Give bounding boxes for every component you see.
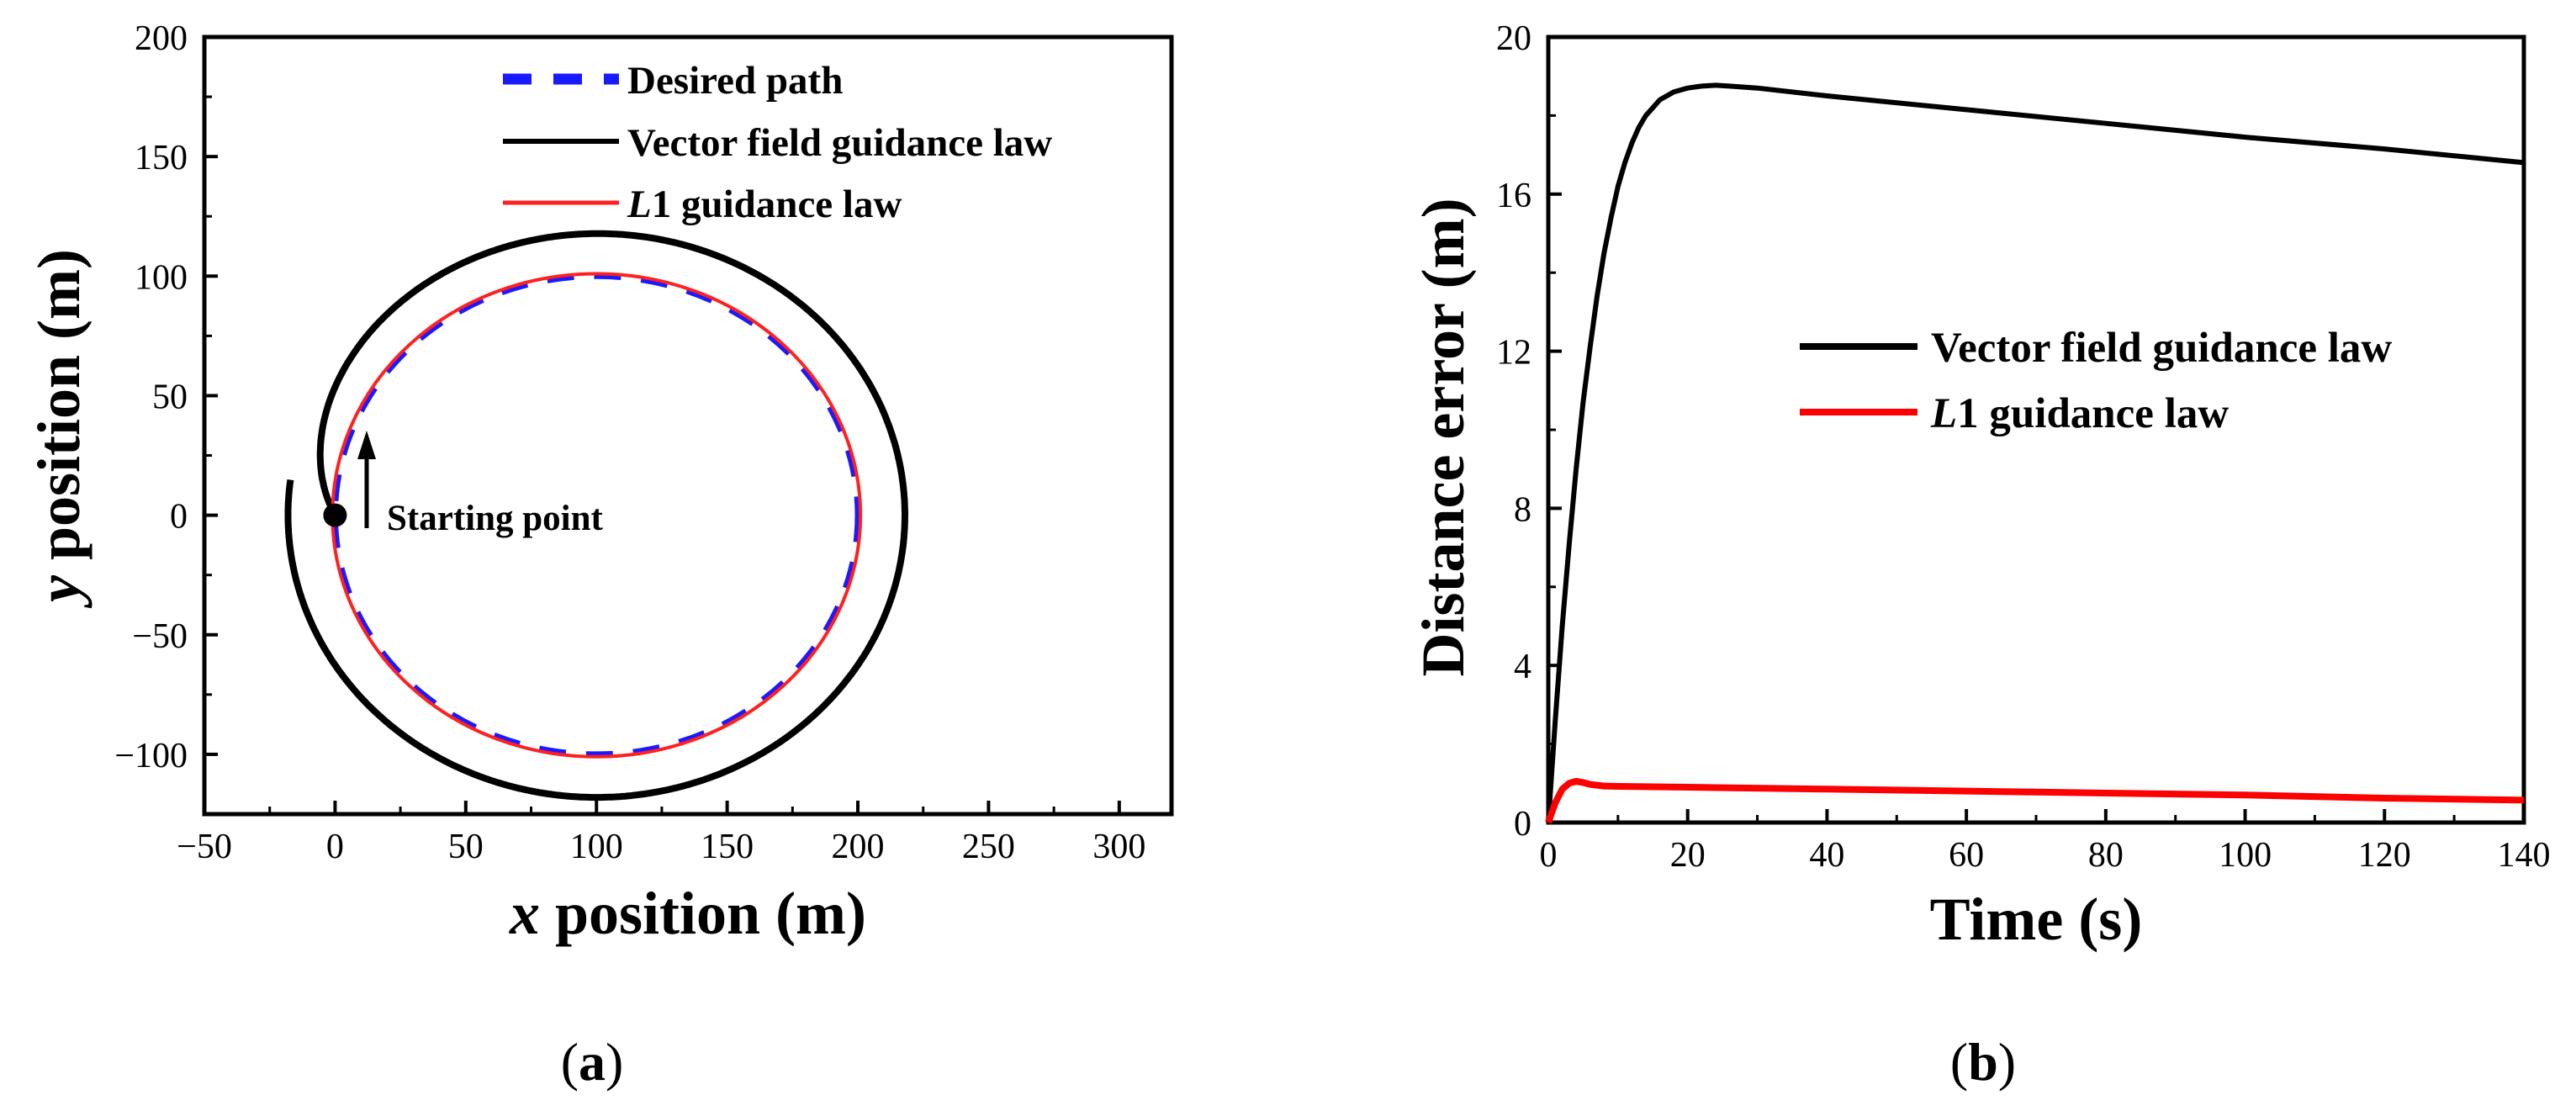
x-tick-label: 50: [448, 828, 484, 866]
panel-b-y-axis-label: Distance error (m): [1410, 198, 1477, 676]
y-tick-label: 50: [152, 378, 188, 416]
panel-b-x-axis-label: Time (s): [1930, 886, 2143, 953]
x-tick-label: 140: [2498, 836, 2551, 875]
panel-a-caption-text: (: [561, 1032, 579, 1092]
panel-a-tick-labels: −50 0 50 100 150 200 250 300 −100 −50 0 50 100 150 200: [114, 19, 1145, 866]
x-tick-label: 100: [2219, 836, 2272, 875]
annotation-starting-point: Starting point: [387, 499, 604, 538]
y-tick-label: −50: [132, 617, 188, 656]
x-axis-variable: x: [509, 880, 540, 947]
y-tick-label: 0: [170, 498, 188, 537]
series-l1-error: [1545, 778, 2525, 824]
legend-l1-b-italic: L: [1930, 390, 1957, 437]
y-tick-label: 0: [1514, 805, 1531, 844]
x-tick-label: 300: [1092, 828, 1145, 866]
panel-b-legend: Vector field guidance law L1 guidance la…: [1800, 325, 2392, 437]
x-tick-label: 60: [1949, 836, 1984, 875]
x-tick-label: 20: [1670, 836, 1706, 875]
legend-l1-b-rest: 1 guidance law: [1957, 390, 2229, 437]
x-tick-label: −50: [177, 828, 232, 866]
panel-a-y-axis-label: y position (m): [25, 249, 93, 609]
legend-l1: L1 guidance law: [627, 183, 902, 226]
panel-a-legend: Desired path Vector field guidance law L…: [503, 59, 1052, 226]
x-tick-label: 40: [1809, 836, 1844, 875]
y-tick-label: 150: [135, 139, 188, 177]
panel-a-chart: −50 0 50 100 150 200 250 300 −100 −50 0 50 100 150 200…: [25, 19, 1174, 1092]
y-axis-label-rest: position (m): [25, 249, 93, 575]
y-tick-label: −100: [114, 737, 188, 775]
panel-b-caption-letter: b: [1968, 1032, 1998, 1092]
panel-b-chart: 0 20 40 60 80 100 120 140 0 4 8 12 16 20 Vector field…: [1410, 19, 2551, 1092]
starting-point-annotation: Starting point: [357, 431, 604, 538]
panel-b-caption: (b): [1950, 1032, 2016, 1092]
series-vector-field-guidance-path: [284, 230, 908, 802]
legend-vector-field-b: Vector field guidance law: [1931, 325, 2392, 372]
x-tick-label: 250: [962, 828, 1015, 866]
panel-a-caption-letter: a: [579, 1032, 606, 1092]
panel-a-x-axis-label: x position (m): [509, 880, 866, 947]
x-axis-label-rest: position (m): [540, 880, 866, 947]
x-tick-label: 0: [326, 828, 344, 866]
arrow-up-icon: [357, 431, 376, 459]
x-tick-label: 0: [1540, 836, 1558, 875]
panel-b-series: [1545, 82, 2525, 824]
y-tick-label: 8: [1514, 490, 1531, 529]
legend-l1-italic: L: [627, 183, 652, 226]
y-tick-label: 4: [1514, 648, 1531, 686]
panel-b-tick-labels: 0 20 40 60 80 100 120 140 0 4 8 12 16 20: [1496, 19, 2551, 875]
panel-a-plot-frame: [202, 34, 1174, 817]
legend-l1-b: L1 guidance law: [1930, 390, 2229, 437]
y-tick-label: 12: [1496, 334, 1531, 373]
x-tick-label: 150: [701, 828, 754, 866]
x-tick-label: 100: [570, 828, 623, 866]
legend-desired-path: Desired path: [627, 59, 843, 103]
panel-a-ticks: [203, 35, 1121, 814]
y-tick-label: 200: [135, 19, 188, 58]
panel-a-series: [284, 230, 908, 802]
starting-point-marker: [323, 503, 347, 527]
series-desired-path: [331, 272, 861, 758]
y-axis-variable: y: [25, 574, 93, 609]
x-tick-label: 120: [2358, 836, 2411, 875]
y-tick-label: 100: [135, 258, 188, 297]
x-tick-label: 200: [832, 828, 885, 866]
y-tick-label: 16: [1496, 177, 1531, 215]
legend-l1-rest: 1 guidance law: [652, 183, 902, 226]
panel-a-caption: (a): [561, 1032, 624, 1092]
legend-vector-field: Vector field guidance law: [627, 121, 1052, 165]
series-vector-field-error: [1546, 82, 2525, 823]
y-tick-label: 20: [1496, 19, 1531, 58]
x-tick-label: 80: [2088, 836, 2124, 875]
